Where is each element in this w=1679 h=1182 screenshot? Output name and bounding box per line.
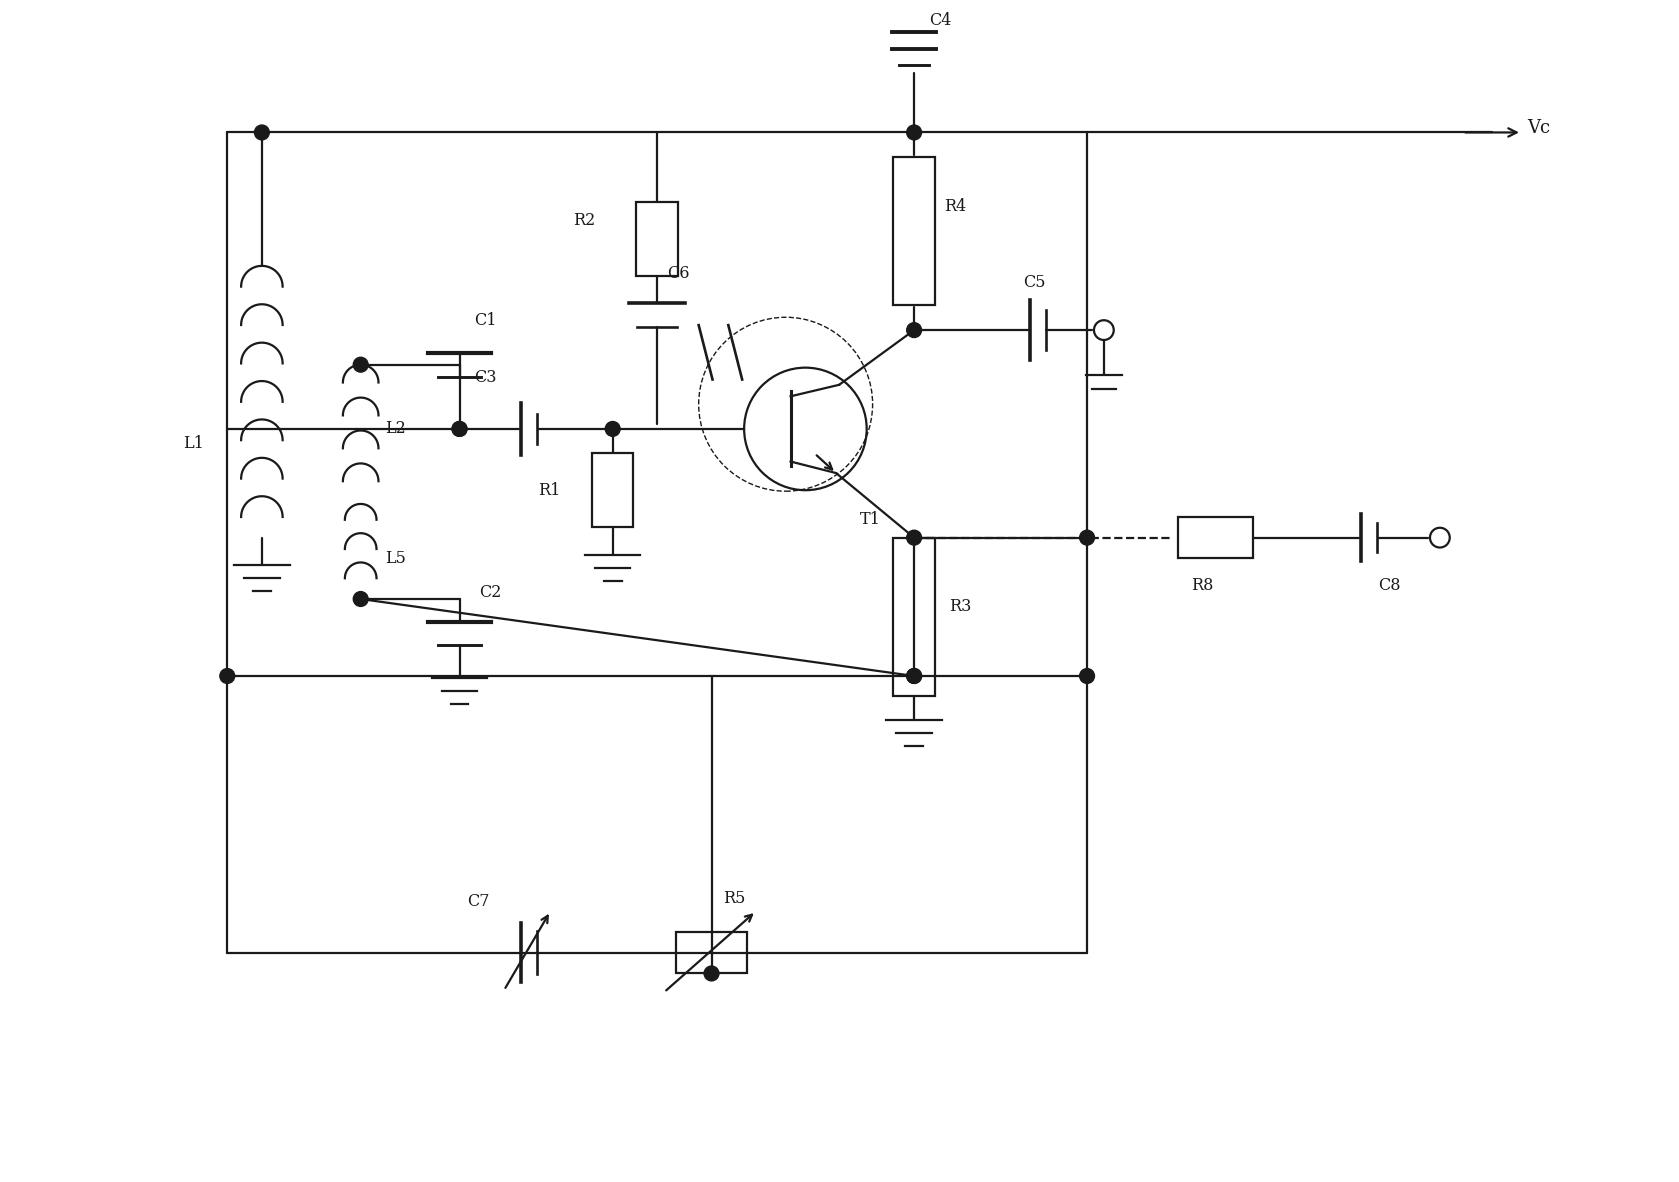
Text: R8: R8 bbox=[1190, 577, 1214, 593]
Text: Vc: Vc bbox=[1526, 118, 1550, 136]
Circle shape bbox=[452, 422, 467, 436]
Circle shape bbox=[907, 531, 922, 545]
Text: C7: C7 bbox=[467, 892, 490, 910]
Circle shape bbox=[907, 669, 922, 683]
Text: R4: R4 bbox=[944, 199, 965, 215]
Text: L2: L2 bbox=[386, 421, 406, 437]
Bar bbox=[593, 453, 633, 527]
Circle shape bbox=[704, 966, 719, 981]
Text: R2: R2 bbox=[573, 213, 596, 229]
Text: C1: C1 bbox=[475, 312, 497, 329]
Bar bbox=[1179, 517, 1253, 558]
Circle shape bbox=[353, 592, 368, 606]
Bar bbox=[893, 157, 935, 305]
Text: C5: C5 bbox=[1023, 274, 1046, 291]
Text: R5: R5 bbox=[724, 890, 745, 907]
Text: C2: C2 bbox=[479, 584, 502, 600]
Text: R3: R3 bbox=[949, 598, 970, 616]
Circle shape bbox=[907, 323, 922, 338]
Circle shape bbox=[1080, 531, 1095, 545]
Circle shape bbox=[907, 125, 922, 139]
Bar bbox=[893, 538, 935, 696]
Bar bbox=[636, 202, 678, 275]
Text: C6: C6 bbox=[667, 265, 690, 282]
Circle shape bbox=[907, 669, 922, 683]
Text: C3: C3 bbox=[475, 369, 497, 387]
Circle shape bbox=[353, 357, 368, 372]
Circle shape bbox=[220, 669, 235, 683]
Text: R1: R1 bbox=[539, 482, 561, 499]
Text: L5: L5 bbox=[386, 550, 406, 567]
Circle shape bbox=[255, 125, 269, 139]
Text: L1: L1 bbox=[183, 435, 203, 453]
Text: C4: C4 bbox=[928, 12, 952, 30]
Text: C8: C8 bbox=[1378, 577, 1400, 593]
Text: T1: T1 bbox=[860, 512, 880, 528]
Circle shape bbox=[1080, 669, 1095, 683]
Circle shape bbox=[606, 422, 620, 436]
Bar bbox=[677, 931, 747, 974]
Circle shape bbox=[452, 422, 467, 436]
